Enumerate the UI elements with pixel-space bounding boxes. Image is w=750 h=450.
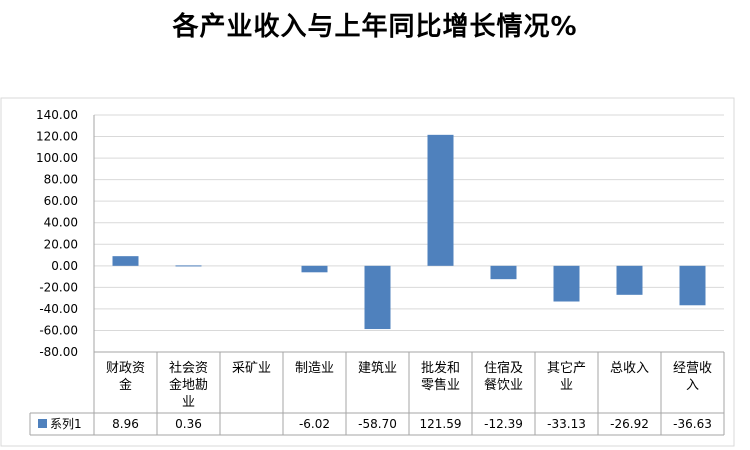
data-table-value: 121.59 (420, 417, 462, 431)
y-tick-label: 80.00 (44, 173, 78, 187)
bar (553, 265, 580, 302)
data-table-value: -33.13 (547, 417, 586, 431)
data-table-value: -36.63 (673, 417, 712, 431)
y-tick-label: 40.00 (44, 216, 78, 230)
category-label: 金 (119, 377, 132, 393)
category-label: 建筑业 (358, 360, 397, 376)
y-tick-label: 60.00 (44, 194, 78, 208)
y-tick-label: -20.00 (39, 280, 78, 294)
category-label: 住宿及 (484, 360, 523, 376)
category-label: 财政资 (106, 361, 145, 376)
bars (112, 134, 706, 330)
data-table-value: -12.39 (484, 417, 523, 431)
y-tick-label: 0.00 (51, 259, 78, 273)
series-name: 系列1 (50, 417, 82, 431)
y-tick-label: 20.00 (44, 237, 78, 251)
y-tick-label: -60.00 (39, 323, 78, 337)
data-table-value: -26.92 (610, 417, 649, 431)
chart-title: 各产业收入与上年同比增长情况% (172, 12, 578, 42)
data-table-value: 0.36 (175, 417, 202, 431)
category-label: 零售业 (421, 377, 460, 393)
category-label: 餐饮业 (484, 377, 523, 393)
category-label: 总收入 (610, 361, 649, 376)
data-table-value: -58.70 (358, 417, 397, 431)
bar (427, 134, 454, 266)
y-tick-label: 140.00 (36, 108, 78, 122)
y-tick-label: 100.00 (36, 151, 78, 165)
bar (175, 265, 202, 267)
category-label: 采矿业 (232, 361, 271, 376)
category-label: 业 (560, 378, 573, 393)
chart-border (0, 97, 735, 447)
y-tick-label: 120.00 (36, 130, 78, 144)
category-label: 其它产 (547, 360, 586, 376)
category-label: 入 (686, 378, 699, 393)
data-table: 财政资金社会资金地勘业采矿业 制造业 建筑业 批发和零售业住宿及餐饮业其它产业总收入经… (29, 351, 725, 436)
category-label: 制造业 (295, 361, 334, 376)
y-tick-label: -40.00 (39, 302, 78, 316)
y-tick-label: -80.00 (39, 345, 78, 359)
bar (301, 265, 328, 273)
data-table-value: 8.96 (112, 417, 139, 431)
y-axis-ticks: -80.00 -60.00 -40.00 -20.00 0.00 20.00 40.00 60… (36, 108, 78, 359)
legend-key (38, 419, 47, 428)
bar (112, 256, 139, 266)
bar (490, 265, 517, 280)
bar (364, 265, 391, 330)
category-label: 金地勘 (169, 377, 208, 393)
bar (616, 265, 643, 295)
category-label: 批发和 (421, 360, 460, 376)
data-table-value: -6.02 (299, 417, 330, 431)
category-label: 业 (182, 395, 195, 410)
category-label: 社会资 (169, 360, 208, 376)
category-label: 经营收 (673, 361, 712, 376)
bar (679, 265, 706, 306)
